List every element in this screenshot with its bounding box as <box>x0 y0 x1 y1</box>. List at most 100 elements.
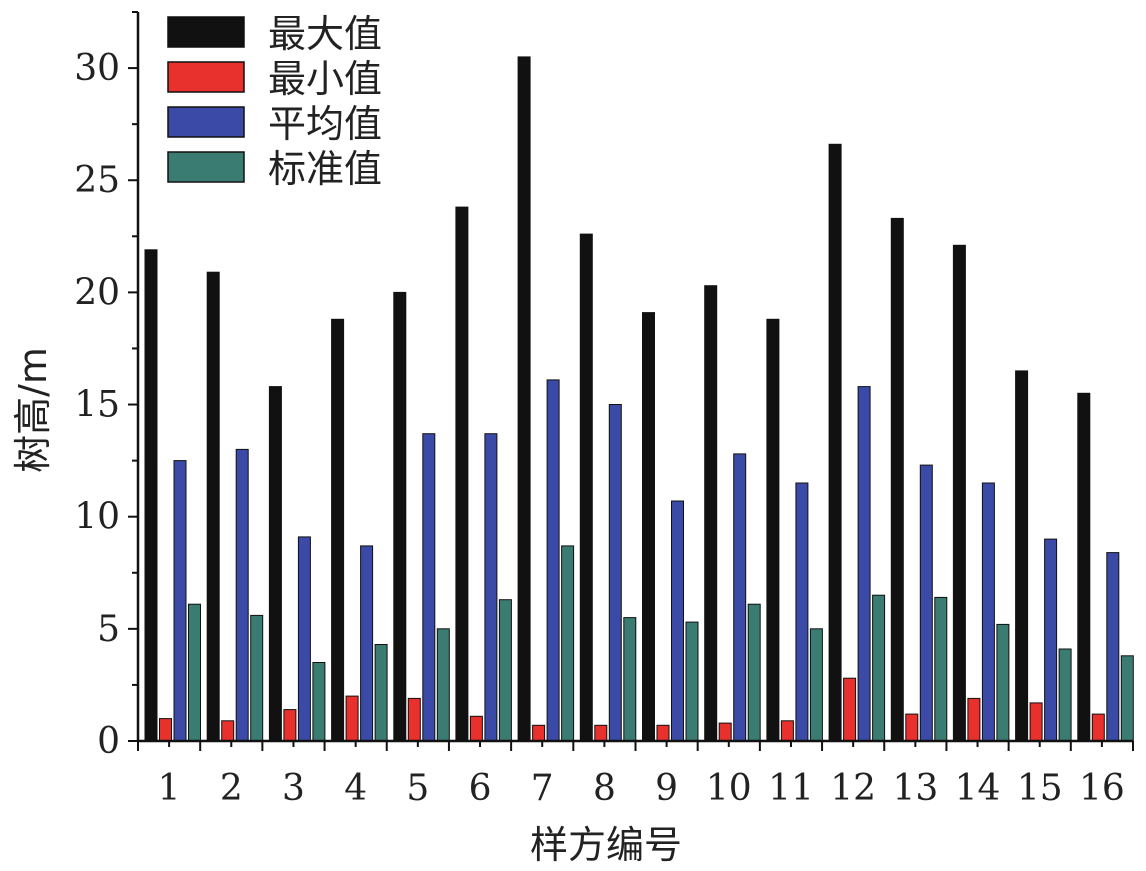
bar-最小值-16 <box>1091 713 1105 742</box>
x-tick-label: 9 <box>655 768 678 809</box>
bar-平均值-12 <box>857 386 871 742</box>
bar-最大值-14 <box>952 244 966 742</box>
bar-最大值-6 <box>455 206 469 742</box>
y-tick-label: 30 <box>74 48 120 89</box>
bar-最大值-5 <box>393 291 407 742</box>
bar-平均值-5 <box>422 433 436 742</box>
y-tick-label: 20 <box>74 272 120 313</box>
bar-最大值-7 <box>517 56 531 742</box>
y-tick-label: 15 <box>74 385 120 426</box>
x-tick-label: 14 <box>955 768 1001 809</box>
legend-swatch-标准值 <box>167 151 245 183</box>
bar-最小值-3 <box>283 709 297 742</box>
bar-平均值-14 <box>981 482 995 742</box>
bar-平均值-10 <box>733 453 747 742</box>
bar-最大值-3 <box>268 386 282 742</box>
bar-最大值-11 <box>766 318 780 742</box>
x-tick-label: 3 <box>282 768 305 809</box>
bar-平均值-7 <box>546 379 560 742</box>
x-tick-label: 4 <box>344 768 367 809</box>
bar-平均值-2 <box>235 448 249 742</box>
bar-最大值-10 <box>704 285 718 742</box>
x-axis-title: 样方编号 <box>530 823 682 867</box>
bar-标准值-10 <box>747 603 761 742</box>
bar-标准值-7 <box>561 545 575 742</box>
bar-标准值-2 <box>250 614 264 742</box>
bar-标准值-1 <box>188 603 201 742</box>
bar-最小值-8 <box>594 724 608 742</box>
bar-平均值-4 <box>360 545 374 742</box>
bar-最大值-12 <box>828 143 842 742</box>
legend-label-平均值: 平均值 <box>268 102 382 146</box>
bar-最大值-13 <box>890 217 904 742</box>
bar-标准值-12 <box>872 594 886 742</box>
bar-最小值-15 <box>1029 702 1043 742</box>
bar-平均值-15 <box>1044 538 1058 742</box>
bar-最大值-16 <box>1077 392 1091 742</box>
bar-最小值-7 <box>532 724 546 742</box>
x-tick-label: 6 <box>469 768 492 809</box>
x-tick-label: 10 <box>706 768 752 809</box>
bar-最大值-9 <box>642 312 655 742</box>
bar-标准值-13 <box>934 596 948 742</box>
legend-label-标准值: 标准值 <box>268 147 382 191</box>
bar-最小值-14 <box>967 697 981 742</box>
bar-最大值-8 <box>579 233 593 742</box>
y-tick-label: 10 <box>74 497 120 538</box>
bar-标准值-9 <box>685 621 699 742</box>
bar-最大值-1 <box>144 249 158 742</box>
x-tick-label: 16 <box>1079 768 1125 809</box>
bar-平均值-8 <box>608 404 622 742</box>
bar-标准值-16 <box>1120 655 1134 742</box>
bar-平均值-13 <box>919 464 933 742</box>
bar-平均值-6 <box>484 433 498 742</box>
bar-标准值-3 <box>312 662 326 742</box>
bar-最小值-10 <box>718 722 732 742</box>
bar-平均值-1 <box>173 460 187 742</box>
legend-swatch-最大值 <box>167 16 245 48</box>
y-tick-label: 25 <box>74 160 120 201</box>
bar-最小值-1 <box>159 718 172 742</box>
x-tick-label: 7 <box>531 768 554 809</box>
y-tick-label: 0 <box>97 721 120 762</box>
bar-标准值-8 <box>623 617 637 742</box>
x-tick-label: 2 <box>220 768 243 809</box>
bar-最小值-13 <box>905 713 919 742</box>
x-tick-label: 5 <box>406 768 429 809</box>
x-tick-label: 11 <box>768 768 814 809</box>
bar-最大值-15 <box>1015 370 1029 742</box>
bar-最小值-4 <box>345 695 359 742</box>
x-tick-label: 15 <box>1017 768 1063 809</box>
legend-swatch-平均值 <box>167 106 245 138</box>
y-tick-label: 5 <box>97 609 120 650</box>
bar-标准值-15 <box>1058 648 1072 742</box>
bar-平均值-3 <box>297 536 311 742</box>
bar-标准值-6 <box>498 599 512 742</box>
bar-标准值-11 <box>809 628 823 742</box>
x-tick-label: 13 <box>892 768 938 809</box>
x-tick-label: 12 <box>830 768 876 809</box>
bar-标准值-14 <box>996 623 1010 742</box>
bar-最小值-12 <box>843 677 857 742</box>
bar-最小值-11 <box>780 720 794 742</box>
bar-标准值-4 <box>374 644 388 742</box>
legend-swatch-最小值 <box>167 61 245 93</box>
bar-最大值-4 <box>331 318 345 742</box>
bar-平均值-9 <box>671 500 684 742</box>
bar-平均值-11 <box>795 482 809 742</box>
bar-最大值-2 <box>206 271 220 742</box>
bar-最小值-5 <box>407 697 421 742</box>
x-tick-label: 8 <box>593 768 616 809</box>
legend-label-最小值: 最小值 <box>268 57 382 101</box>
bar-最小值-2 <box>221 720 235 742</box>
x-tick-label: 1 <box>158 768 181 809</box>
bar-标准值-5 <box>436 628 450 742</box>
legend-label-最大值: 最大值 <box>268 12 382 56</box>
bar-最小值-9 <box>656 724 670 742</box>
bar-平均值-16 <box>1106 552 1120 742</box>
bar-最小值-6 <box>469 715 483 742</box>
y-axis-title: 树高/m <box>11 347 55 473</box>
